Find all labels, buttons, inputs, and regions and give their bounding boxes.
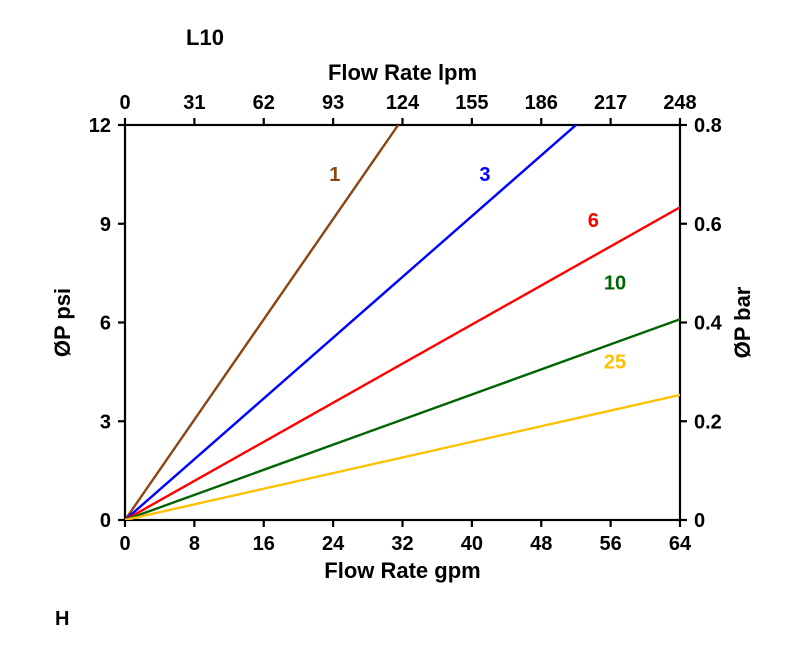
series-label-25: 25 bbox=[604, 352, 626, 374]
x-bottom-title: Flow Rate gpm bbox=[324, 558, 480, 583]
tick-label-bottom: 24 bbox=[322, 533, 345, 555]
tick-label-top: 155 bbox=[455, 92, 488, 114]
tick-label-right: 0.2 bbox=[694, 411, 722, 433]
tick-label-bottom: 48 bbox=[530, 533, 552, 555]
tick-label-bottom: 56 bbox=[600, 533, 622, 555]
tick-label-right: 0 bbox=[694, 510, 705, 532]
series-label-6: 6 bbox=[588, 210, 599, 232]
tick-label-top: 0 bbox=[119, 92, 130, 114]
series-label-1: 1 bbox=[329, 164, 340, 186]
tick-label-left: 9 bbox=[100, 214, 111, 236]
tick-label-right: 0.8 bbox=[694, 115, 722, 137]
tick-label-top: 217 bbox=[594, 92, 627, 114]
x-top-title: Flow Rate lpm bbox=[328, 60, 477, 85]
y-right-title: ØP bar bbox=[730, 286, 755, 358]
tick-label-top: 31 bbox=[183, 92, 205, 114]
tick-label-left: 12 bbox=[89, 115, 111, 137]
tick-label-top: 62 bbox=[253, 92, 275, 114]
tick-label-right: 0.6 bbox=[694, 214, 722, 236]
series-label-3: 3 bbox=[479, 164, 490, 186]
tick-label-top: 93 bbox=[322, 92, 344, 114]
tick-label-top: 186 bbox=[525, 92, 558, 114]
tick-label-bottom: 16 bbox=[253, 533, 275, 555]
tick-label-left: 3 bbox=[100, 411, 111, 433]
pressure-flow-chart: 0816243240485664031629312415518621724803… bbox=[0, 0, 798, 646]
tick-label-top: 248 bbox=[663, 92, 696, 114]
tick-label-top: 124 bbox=[386, 92, 420, 114]
tick-label-bottom: 64 bbox=[669, 533, 692, 555]
tick-label-bottom: 32 bbox=[391, 533, 413, 555]
tick-label-bottom: 40 bbox=[461, 533, 483, 555]
corner-label: H bbox=[55, 608, 69, 630]
tick-label-left: 0 bbox=[100, 510, 111, 532]
tick-label-left: 6 bbox=[100, 313, 111, 335]
tick-label-bottom: 8 bbox=[189, 533, 200, 555]
tick-label-right: 0.4 bbox=[694, 313, 723, 335]
tick-label-bottom: 0 bbox=[119, 533, 130, 555]
series-label-10: 10 bbox=[604, 273, 626, 295]
chart-title: L10 bbox=[186, 25, 224, 50]
y-left-title: ØP psi bbox=[50, 288, 75, 357]
chart-container: 0816243240485664031629312415518621724803… bbox=[0, 0, 798, 646]
